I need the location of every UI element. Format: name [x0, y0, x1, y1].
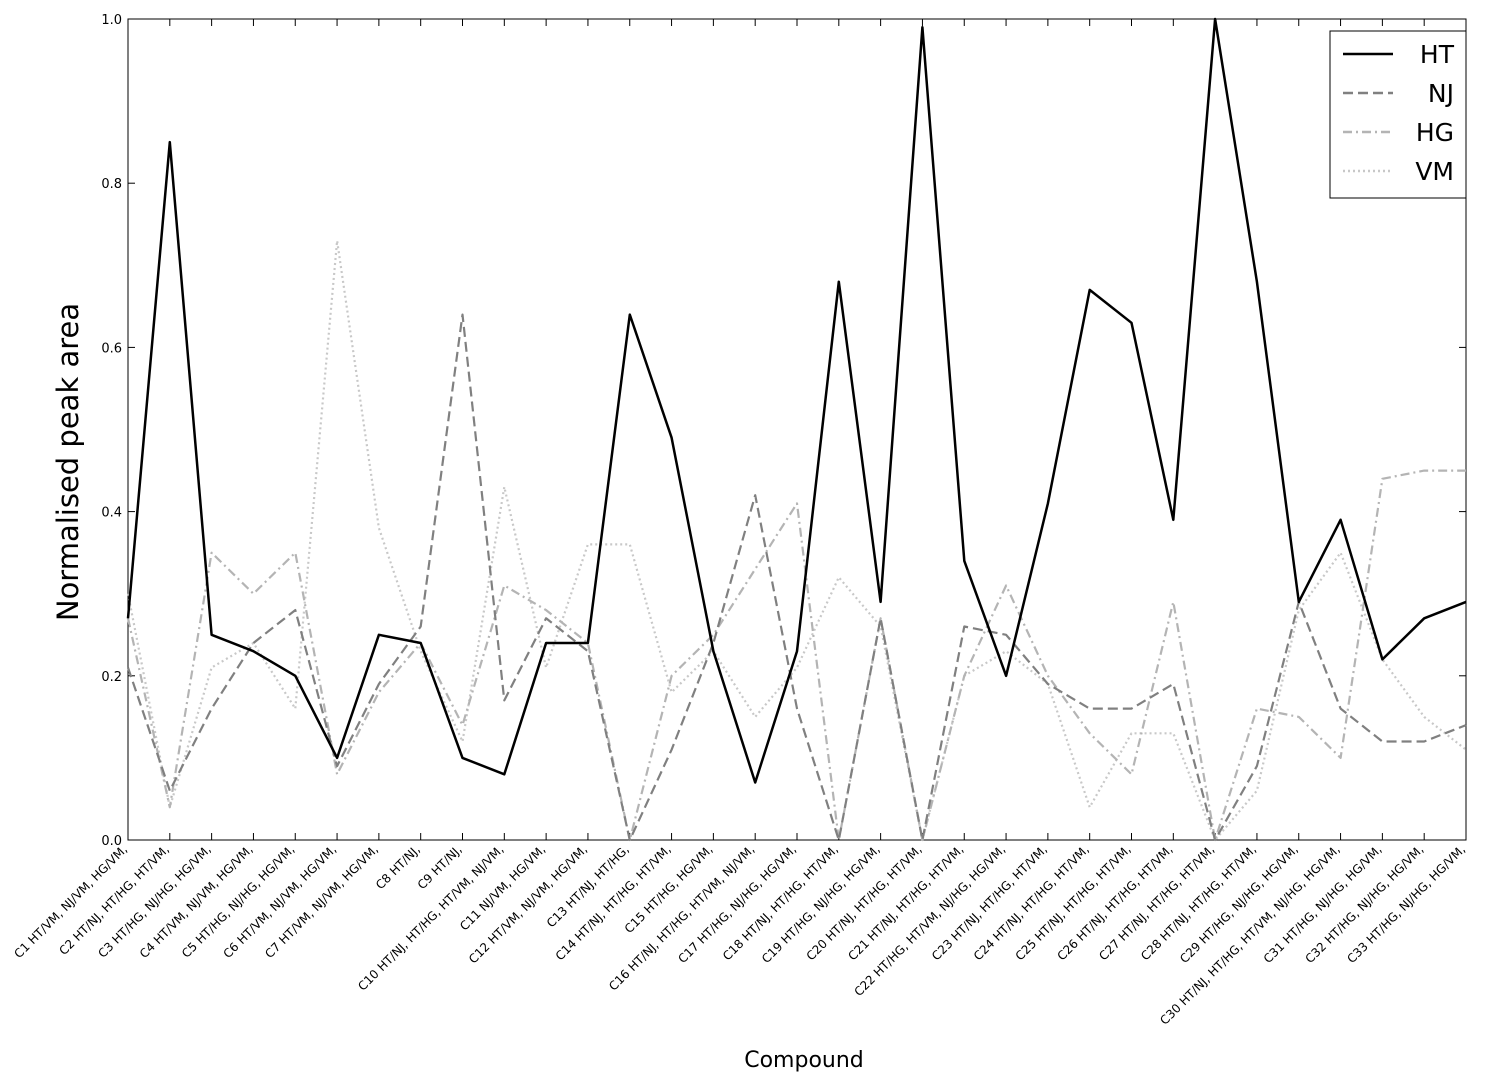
series-line-hg: [126, 469, 1466, 842]
plot-area: [127, 18, 1467, 841]
y-tick-label: 1.0: [101, 13, 122, 28]
series-lines: [126, 17, 1467, 842]
y-tick-label: 0.8: [101, 177, 122, 192]
y-tick-label: 0.0: [101, 834, 122, 849]
y-tick-label: 0.2: [101, 670, 122, 685]
y-tick-label: 0.4: [101, 506, 122, 521]
x-tick-label: C22 HT/HG, HT/VM, NJ/HG, HG/VM,: [851, 842, 1008, 999]
legend-label-nj: NJ: [1428, 79, 1454, 108]
series-line-vm: [126, 239, 1467, 842]
legend-label-hg: HG: [1416, 118, 1454, 147]
y-axis-title: Normalised peak area: [51, 303, 85, 621]
series-line-nj: [126, 313, 1467, 842]
legend: HT NJ HG VM: [1329, 30, 1467, 199]
y-tick-label: 0.6: [101, 341, 122, 356]
x-tick-label: C8 HT/NJ,: [373, 842, 423, 892]
series-line-ht: [126, 17, 1467, 784]
x-axis-title: Compound: [744, 1048, 864, 1073]
legend-label-vm: VM: [1415, 157, 1454, 186]
y-axis: 0.0 0.2 0.4 0.6 0.8 1.0: [101, 13, 1466, 849]
legend-label-ht: HT: [1420, 40, 1455, 69]
legend-box: [1329, 30, 1467, 199]
